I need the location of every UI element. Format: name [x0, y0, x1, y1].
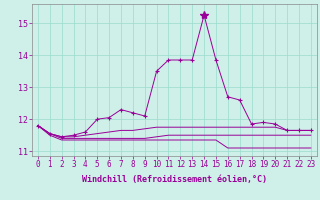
X-axis label: Windchill (Refroidissement éolien,°C): Windchill (Refroidissement éolien,°C) [82, 175, 267, 184]
